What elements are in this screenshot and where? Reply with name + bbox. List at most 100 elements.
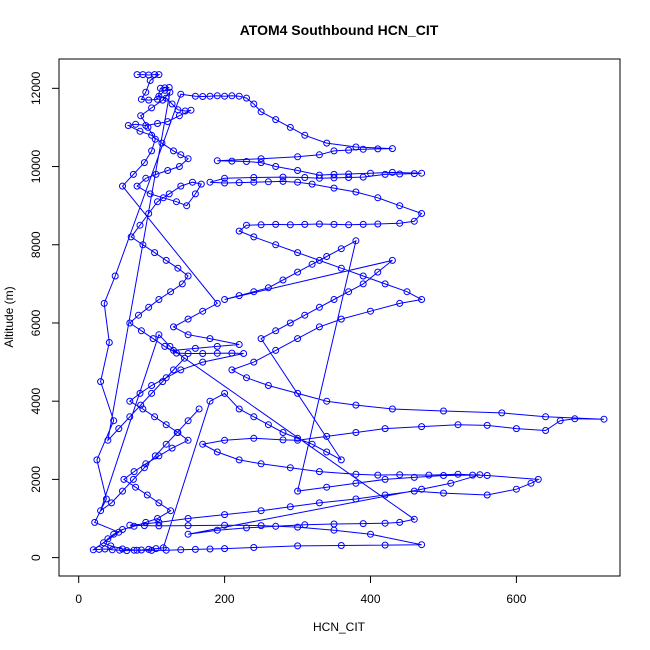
- data-point: [512, 485, 520, 493]
- data-point: [279, 436, 287, 444]
- data-point: [286, 123, 294, 131]
- data-point: [154, 515, 161, 522]
- data-point: [264, 178, 272, 186]
- y-tick-label: 4000: [29, 388, 43, 415]
- data-point: [102, 495, 110, 503]
- data-point: [144, 123, 152, 131]
- data-point: [175, 163, 183, 170]
- data-point: [418, 423, 426, 431]
- data-point: [330, 184, 338, 192]
- data-point: [447, 479, 455, 487]
- data-point: [250, 178, 258, 186]
- data-point: [257, 108, 265, 116]
- data-point: [323, 448, 331, 456]
- data-point: [352, 401, 360, 409]
- data-point: [257, 507, 265, 515]
- data-point: [243, 221, 250, 229]
- data-point: [154, 120, 161, 127]
- data-point: [272, 241, 280, 249]
- x-tick-label: 600: [506, 592, 526, 606]
- data-point: [286, 464, 294, 472]
- data-point: [124, 122, 132, 129]
- data-point: [315, 151, 323, 159]
- data-point: [483, 491, 491, 499]
- data-point: [388, 256, 396, 264]
- data-point: [286, 503, 294, 511]
- data-point: [323, 483, 331, 491]
- data-point: [162, 94, 170, 102]
- y-tick-label: 8000: [29, 231, 43, 258]
- data-point: [556, 417, 564, 425]
- data-point: [323, 139, 331, 147]
- data-point: [337, 245, 345, 253]
- data-point: [235, 227, 243, 235]
- data-point: [159, 96, 167, 104]
- data-point: [162, 421, 170, 429]
- data-point: [173, 198, 180, 206]
- data-point: [166, 342, 174, 350]
- data-point: [167, 288, 175, 296]
- data-point: [345, 170, 353, 178]
- data-point: [418, 296, 426, 303]
- data-point: [129, 475, 137, 483]
- x-axis: 0 200 400 600: [75, 575, 527, 606]
- data-point: [110, 417, 118, 425]
- data-point: [148, 131, 156, 139]
- data-point: [100, 539, 107, 547]
- data-point: [352, 237, 360, 245]
- data-point: [174, 264, 182, 272]
- data-point: [359, 520, 367, 528]
- data-point: [272, 163, 280, 170]
- data-point: [184, 515, 192, 522]
- data-point: [126, 413, 134, 421]
- data-point: [381, 170, 389, 178]
- data-point: [213, 92, 221, 100]
- data-point: [184, 155, 192, 163]
- data-point: [100, 299, 108, 307]
- data-point: [250, 100, 258, 108]
- data-point: [137, 546, 145, 554]
- data-point: [272, 220, 280, 228]
- x-tick-label: 200: [215, 592, 235, 606]
- data-point: [374, 268, 382, 276]
- data-point: [315, 174, 323, 182]
- data-point: [132, 120, 140, 128]
- data-point: [279, 429, 287, 436]
- data-point: [116, 546, 124, 554]
- data-point: [93, 456, 101, 464]
- data-point: [250, 413, 258, 421]
- data-point: [388, 405, 396, 413]
- data-point: [483, 472, 491, 479]
- data-point: [199, 93, 207, 100]
- data-point: [264, 421, 272, 429]
- chart-title: ATOM4 Southbound HCN_CIT: [240, 22, 439, 38]
- data-point: [119, 182, 126, 190]
- y-tick-label: 0: [29, 554, 43, 561]
- data-point: [454, 421, 462, 429]
- data-point: [191, 545, 199, 553]
- data-point: [315, 303, 323, 311]
- data-point: [142, 174, 150, 182]
- data-point: [381, 425, 389, 433]
- data-point: [250, 434, 258, 442]
- data-point: [367, 530, 374, 538]
- data-point: [294, 153, 302, 161]
- data-point: [91, 518, 99, 526]
- data-point: [294, 389, 302, 397]
- data-point: [381, 475, 389, 483]
- data-point: [359, 173, 367, 181]
- data-point: [315, 468, 323, 476]
- data-point: [137, 327, 145, 335]
- data-point: [600, 415, 608, 423]
- data-point: [454, 470, 462, 478]
- data-point: [410, 170, 418, 178]
- data-point: [108, 546, 116, 554]
- data-point: [143, 491, 151, 499]
- data-point: [148, 389, 156, 397]
- data-point: [170, 366, 177, 374]
- data-point: [221, 174, 229, 182]
- data-point: [184, 331, 192, 339]
- data-point: [250, 544, 258, 551]
- data-point: [206, 397, 214, 405]
